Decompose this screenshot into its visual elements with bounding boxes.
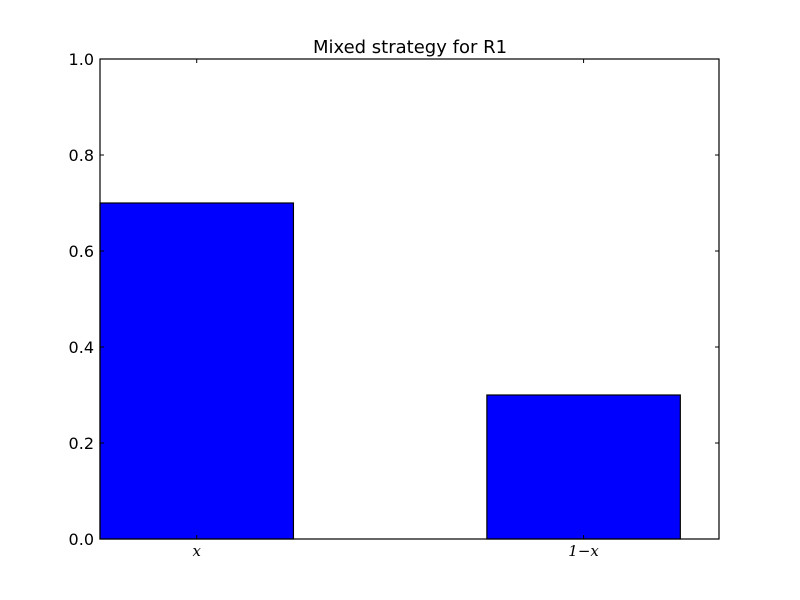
- plot-area: 0.0 0.2 0.4 0.6 0.8 1.0 x 1−x: [69, 50, 720, 560]
- ytick-label-3: 0.6: [69, 242, 94, 261]
- axes-frame: [99, 58, 720, 540]
- bar-0: [99, 202, 295, 540]
- bar-1: [486, 394, 681, 540]
- chart-title: Mixed strategy for R1: [313, 37, 507, 58]
- ytick-label-5: 1.0: [69, 50, 94, 69]
- ytick-label-1: 0.2: [69, 434, 94, 453]
- ytick-label-2: 0.4: [69, 338, 94, 357]
- xtick-label-1: 1−x: [568, 542, 599, 560]
- ytick-label-4: 0.8: [69, 146, 94, 165]
- xtick-label-0: x: [192, 542, 201, 560]
- ytick-label-0: 0.0: [69, 530, 94, 549]
